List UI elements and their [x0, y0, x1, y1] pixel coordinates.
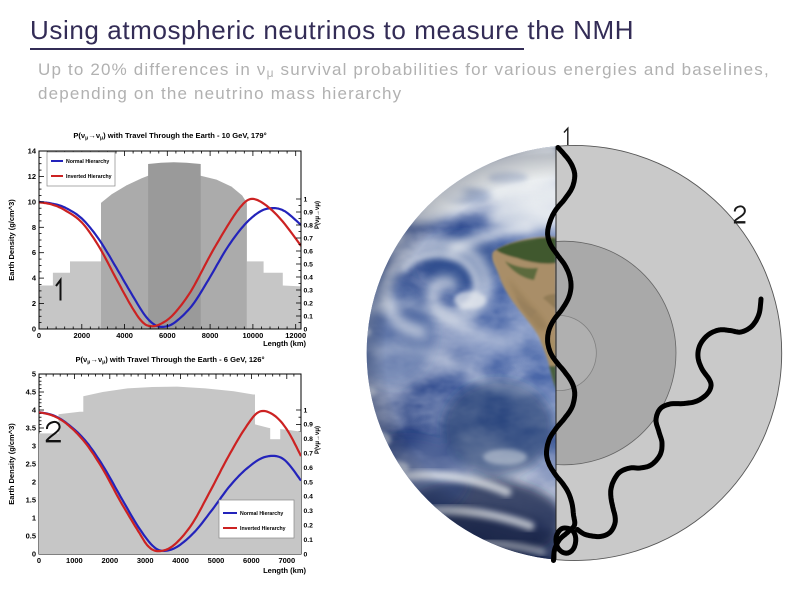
svg-text:0.2: 0.2 [304, 523, 314, 530]
svg-text:4.5: 4.5 [26, 388, 36, 397]
svg-text:1: 1 [304, 196, 308, 203]
svg-text:8: 8 [32, 223, 36, 232]
svg-text:10: 10 [28, 197, 36, 206]
svg-text:3: 3 [32, 442, 36, 451]
svg-text:0.5: 0.5 [26, 532, 36, 541]
svg-text:6: 6 [32, 248, 36, 257]
svg-text:6000: 6000 [159, 331, 176, 340]
svg-text:0.2: 0.2 [304, 300, 314, 307]
svg-text:0.5: 0.5 [304, 479, 314, 486]
svg-text:0.7: 0.7 [304, 235, 314, 242]
svg-text:4: 4 [32, 274, 37, 283]
svg-text:6000: 6000 [243, 556, 260, 565]
svg-text:P(νμ→νμ) with Travel Through t: P(νμ→νμ) with Travel Through the Earth -… [73, 131, 266, 142]
svg-text:2: 2 [32, 299, 36, 308]
svg-text:P(νμ→νμ): P(νμ→νμ) [315, 201, 321, 229]
svg-text:0.1: 0.1 [304, 537, 314, 544]
svg-text:0: 0 [304, 326, 308, 333]
svg-text:7000: 7000 [278, 556, 295, 565]
svg-text:0.3: 0.3 [304, 508, 314, 515]
svg-text:0.9: 0.9 [304, 422, 314, 429]
svg-text:0: 0 [32, 550, 36, 559]
svg-text:Normal Hierarchy: Normal Hierarchy [240, 511, 283, 517]
svg-text:4: 4 [32, 406, 37, 415]
svg-text:0.1: 0.1 [304, 313, 314, 320]
svg-text:1: 1 [304, 407, 308, 414]
svg-text:1: 1 [32, 514, 36, 523]
svg-text:Earth Density (g/cm^3): Earth Density (g/cm^3) [7, 423, 16, 505]
svg-text:P(νμ→νμ) with Travel Through t: P(νμ→νμ) with Travel Through the Earth -… [75, 355, 264, 366]
svg-text:0: 0 [32, 325, 36, 334]
svg-text:2.5: 2.5 [26, 460, 36, 469]
svg-text:3.5: 3.5 [26, 424, 36, 433]
svg-text:0: 0 [37, 556, 41, 565]
svg-text:0.7: 0.7 [304, 451, 314, 458]
svg-text:Length (km): Length (km) [263, 566, 306, 575]
svg-text:0.3: 0.3 [304, 287, 314, 294]
svg-text:Length (km): Length (km) [263, 339, 306, 348]
svg-text:5: 5 [32, 370, 36, 379]
svg-text:0.5: 0.5 [304, 261, 314, 268]
svg-text:3000: 3000 [137, 556, 154, 565]
svg-text:0.8: 0.8 [304, 222, 314, 229]
svg-text:4000: 4000 [116, 331, 133, 340]
svg-text:4000: 4000 [172, 556, 189, 565]
svg-text:2000: 2000 [73, 331, 90, 340]
svg-text:1.5: 1.5 [26, 496, 36, 505]
svg-text:0.8: 0.8 [304, 436, 314, 443]
svg-text:0.6: 0.6 [304, 248, 314, 255]
svg-text:12: 12 [28, 172, 36, 181]
svg-text:Normal Hierarchy: Normal Hierarchy [66, 159, 109, 165]
svg-text:0: 0 [304, 551, 308, 558]
svg-text:0.4: 0.4 [304, 274, 314, 281]
svg-text:2000: 2000 [101, 556, 118, 565]
svg-text:Inverted Hierarchy: Inverted Hierarchy [66, 174, 112, 180]
svg-text:14: 14 [28, 147, 37, 156]
svg-text:P(νμ→νμ): P(νμ→νμ) [315, 426, 321, 454]
svg-text:0: 0 [37, 331, 41, 340]
svg-text:2: 2 [32, 478, 36, 487]
svg-text:12000: 12000 [285, 331, 306, 340]
svg-text:Earth Density (g/cm^3): Earth Density (g/cm^3) [7, 199, 16, 281]
svg-text:10000: 10000 [242, 331, 263, 340]
svg-text:1000: 1000 [66, 556, 83, 565]
svg-text:0.6: 0.6 [304, 465, 314, 472]
svg-text:Inverted Hierarchy: Inverted Hierarchy [240, 526, 286, 532]
svg-text:0.4: 0.4 [304, 494, 314, 501]
svg-text:5000: 5000 [208, 556, 225, 565]
svg-text:8000: 8000 [202, 331, 219, 340]
svg-text:0.9: 0.9 [304, 209, 314, 216]
